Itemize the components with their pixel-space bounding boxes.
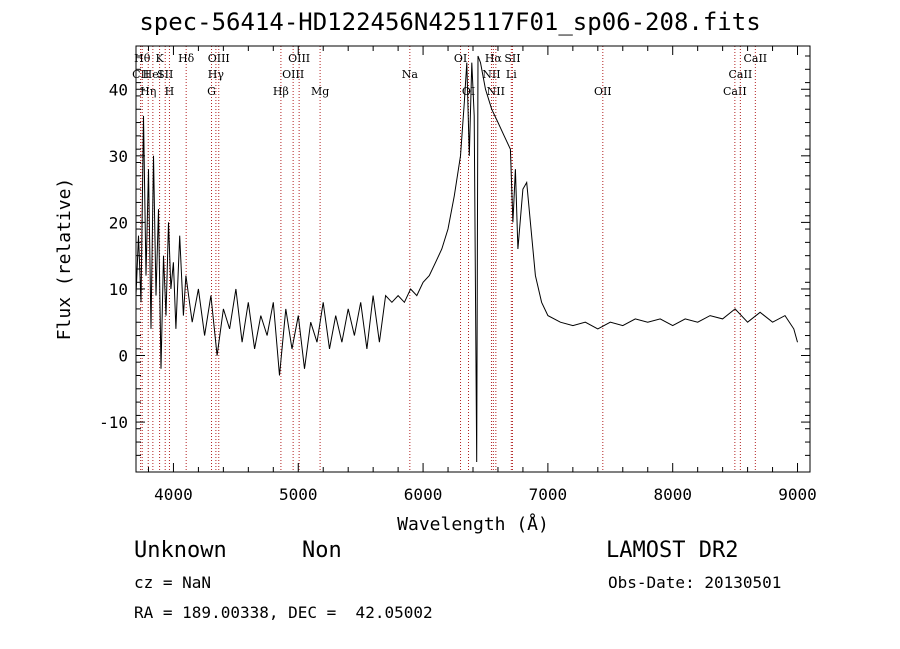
- x-axis-label: Wavelength (Å): [397, 513, 549, 535]
- spectral-line-label: Hθ: [134, 52, 151, 65]
- spectral-line-label: OIII: [288, 52, 310, 65]
- x-tick-label: 6000: [404, 485, 443, 504]
- spectral-line-label: CaII: [729, 68, 753, 81]
- y-tick-label: 40: [109, 80, 128, 99]
- x-tick-label: 5000: [279, 485, 318, 504]
- spectral-line-label: Mg: [311, 85, 329, 98]
- spectral-line-label: CaII: [743, 52, 767, 65]
- y-tick-label: 20: [109, 213, 128, 232]
- spectral-line-label: Hβ: [273, 85, 289, 98]
- spectral-line-label: G: [207, 85, 216, 98]
- y-tick-label: 0: [118, 347, 128, 366]
- y-tick-label: -10: [99, 413, 128, 432]
- spectral-line-label: Hα: [485, 52, 503, 65]
- y-tick-label: 30: [109, 147, 128, 166]
- x-tick-label: 8000: [653, 485, 692, 504]
- chart-title: spec-56414-HD122456N425117F01_sp06-208.f…: [139, 8, 761, 36]
- y-tick-label: 10: [109, 280, 128, 299]
- spectral-line-label: NII: [487, 85, 505, 98]
- obs-date-label: Obs-Date: 20130501: [608, 573, 782, 592]
- spectral-line-label: H: [165, 85, 175, 98]
- coordinates-label: RA = 189.00338, DEC = 42.05002: [134, 603, 433, 622]
- y-axis-label: Flux (relative): [54, 178, 75, 341]
- spectral-line-label: SII: [504, 52, 520, 65]
- spectral-line-label: NII: [482, 68, 500, 81]
- spectral-line-label: Na: [402, 68, 419, 81]
- spectral-line-label: Hη: [140, 85, 156, 98]
- spectral-line-label: OII: [594, 85, 612, 98]
- survey-label: LAMOST DR2: [606, 538, 739, 563]
- x-tick-label: 7000: [529, 485, 568, 504]
- x-tick-label: 4000: [154, 485, 193, 504]
- x-tick-label: 9000: [778, 485, 817, 504]
- spectral-line-label: OI: [454, 52, 467, 65]
- spectral-line-label: Li: [506, 68, 517, 81]
- plot-frame: [135, 45, 811, 473]
- object-class: Unknown: [134, 538, 227, 563]
- spectral-line-label: CaII: [723, 85, 747, 98]
- spectral-line-label: K: [155, 52, 164, 65]
- spectral-line-label: OIII: [208, 52, 230, 65]
- spectral-line-label: OIII: [282, 68, 304, 81]
- flux-trace: [135, 55, 798, 463]
- spectral-line-label: Hγ: [208, 68, 225, 81]
- object-subclass: Non: [302, 538, 342, 563]
- spectral-line-label: HeI: [143, 68, 163, 81]
- redshift-label: cz = NaN: [134, 573, 212, 592]
- spectral-line-label: SII: [157, 68, 173, 81]
- spectral-line-label: Hδ: [178, 52, 195, 65]
